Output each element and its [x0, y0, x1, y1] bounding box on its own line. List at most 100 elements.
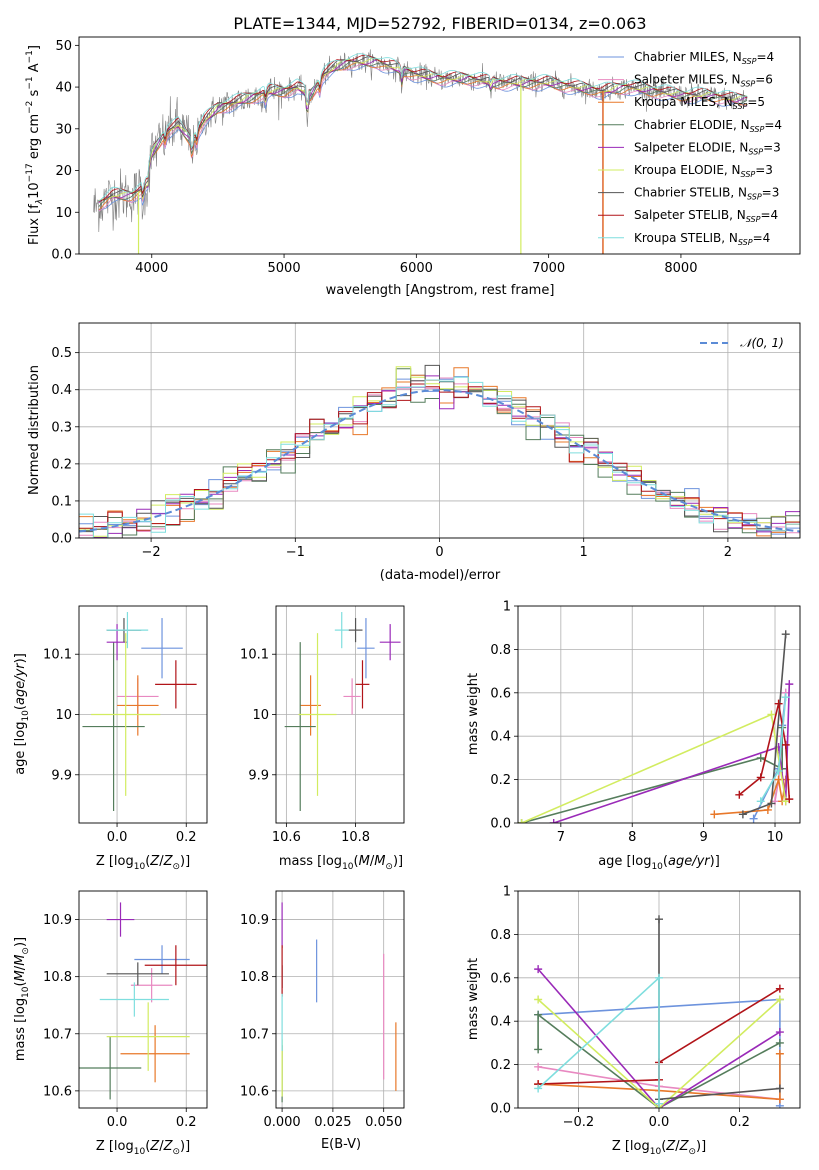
spectrum-data-line	[93, 49, 748, 233]
x-tick-label: 7000	[532, 261, 565, 276]
figure-title: PLATE=1344, MJD=52792, FIBERID=0134, z=0…	[233, 14, 646, 33]
x-tick-label: 9	[699, 830, 707, 845]
weight-point-marker	[774, 699, 783, 708]
weight-point-marker	[775, 984, 784, 993]
legend-label: Kroupa MILES, NSSP=5	[634, 95, 765, 111]
spectrum-model-line	[98, 54, 748, 202]
x-tick-label: 0.2	[176, 830, 197, 845]
x-axis-label: Z [log10(Z/Z⊙)]	[612, 1139, 706, 1157]
y-tick-label: 0.2	[490, 773, 511, 788]
weight-point-marker	[756, 773, 765, 782]
weight-point-marker	[767, 710, 776, 719]
weight-line	[537, 1013, 781, 1108]
legend-label: Salpeter STELIB, NSSP=4	[634, 208, 778, 224]
y-tick-label: 20	[55, 164, 72, 179]
y-axis-label: age [log10(age/yr)]	[13, 653, 31, 775]
x-axis-label: E(B-V)	[321, 1137, 361, 1152]
legend-label: Kroupa STELIB, NSSP=4	[634, 231, 770, 247]
weight-point-marker	[534, 1010, 543, 1019]
y-tick-label: 10	[252, 708, 269, 723]
y-tick-label: 0.8	[490, 643, 511, 658]
y-tick-label: 0.2	[51, 457, 72, 472]
axes-frame	[517, 605, 801, 824]
plot-area-weight_vs_Z	[518, 891, 800, 1108]
axes-weight_vs_Z: −0.2 0.0 0.2 0.0 0.2 0.4 0.6 0.8 1 Z [log10(Z/Z⊙)…	[466, 885, 801, 1157]
y-tick-label: 50	[55, 39, 72, 54]
y-tick-label: 10.9	[43, 913, 72, 928]
plot-area-age_vs_Z	[79, 606, 207, 823]
weight-point-marker	[735, 790, 744, 799]
spectrum-model-line	[98, 53, 748, 202]
weight-point-marker	[518, 819, 526, 823]
weight-point-marker	[774, 766, 783, 775]
y-tick-label: 10.1	[240, 648, 269, 663]
weight-point-marker	[655, 915, 663, 924]
x-tick-label: 1	[580, 545, 588, 560]
y-tick-label: 10.8	[43, 970, 72, 985]
weight-point-marker	[767, 799, 776, 808]
weight-point-marker	[763, 805, 772, 814]
y-tick-label: 0.6	[490, 971, 511, 986]
legend-label: Chabrier STELIB, NSSP=3	[634, 186, 779, 202]
legend-label-normal: 𝒩(0, 1)	[740, 336, 784, 350]
plot-area-residuals	[79, 323, 800, 538]
y-tick-label: 0.4	[51, 383, 72, 398]
x-tick-label: 0.000	[263, 1115, 300, 1130]
legend-label: Salpeter MILES, NSSP=6	[634, 73, 773, 89]
weight-point-marker	[534, 1062, 543, 1071]
weight-point-marker	[775, 1084, 784, 1093]
legend-label: Chabrier MILES, NSSP=4	[634, 50, 774, 66]
y-tick-label: 0.0	[490, 817, 511, 832]
weight-point-marker	[710, 810, 719, 819]
axes-age_vs_Z: 0.0 0.2 9.9 10 10.1 Z [log10(Z/Z⊙)] age [log10…	[13, 605, 208, 872]
y-axis-label: mass [log10(M/M⊙)]	[13, 937, 31, 1061]
x-tick-label: 0.050	[365, 1115, 402, 1130]
y-tick-label: 1	[503, 885, 511, 900]
axes-mass_vs_ebv: 0.000 0.025 0.050 10.6 10.7 10.8 10.9 E(B-V)	[240, 890, 405, 1152]
x-tick-label: 10.6	[272, 830, 301, 845]
weight-point-marker	[655, 1099, 663, 1108]
x-axis-label: mass [log10(M/M⊙)]	[279, 854, 403, 872]
weight-point-marker	[534, 1045, 543, 1054]
y-tick-label: 10.6	[43, 1084, 72, 1099]
plot-area-spectrum	[93, 49, 748, 254]
weight-point-marker	[756, 797, 765, 806]
x-tick-label: 0.025	[314, 1115, 351, 1130]
normal-reference-curve	[79, 389, 800, 533]
y-tick-label: 10	[55, 206, 72, 221]
y-tick-label: 1	[503, 600, 511, 615]
x-tick-label: 0.2	[729, 1115, 750, 1130]
spectrum-model-line	[98, 65, 748, 211]
y-tick-label: 9.9	[51, 768, 72, 783]
weight-point-marker	[749, 814, 758, 823]
axes-spectrum: 4000 5000 6000 7000 8000 0.0 10 20 30 40 50 wavelen…	[25, 36, 801, 298]
y-tick-label: 9.9	[248, 768, 269, 783]
y-tick-label: 30	[55, 122, 72, 137]
x-tick-label: 0.0	[107, 830, 128, 845]
weight-point-marker	[534, 965, 543, 974]
plot-area-age_vs_mass	[276, 606, 404, 823]
x-tick-label: 6000	[400, 261, 433, 276]
spectrum-model-line	[98, 56, 748, 202]
weight-point-marker	[549, 819, 558, 823]
x-tick-label: 0	[435, 545, 443, 560]
y-tick-label: 0.5	[51, 346, 72, 361]
axes-weight_vs_age: 7 8 9 10 0.0 0.2 0.4 0.6 0.8 1 age [log10(age/yr)]…	[466, 600, 801, 872]
weight-point-marker	[534, 995, 543, 1004]
weight-point-marker	[775, 995, 784, 1004]
x-tick-label: 0.2	[176, 1115, 197, 1130]
spectrum-model-line	[98, 57, 748, 201]
x-axis-label: Z [log10(Z/Z⊙)]	[96, 854, 190, 872]
axes-mass_vs_Z: 0.0 0.2 10.6 10.7 10.8 10.9 Z [log10(Z/Z⊙)] mas…	[13, 890, 208, 1157]
y-axis-label: Flux [fλ10−17 erg cm−2 s−1 A−1]	[25, 45, 45, 245]
y-axis-label: Normed distribution	[27, 365, 42, 495]
y-tick-label: 0.1	[51, 494, 72, 509]
y-tick-label: 0.8	[490, 928, 511, 943]
y-axis-label: mass weight	[466, 958, 481, 1040]
x-tick-label: 4000	[135, 261, 168, 276]
axes-frame	[78, 36, 801, 255]
weight-line	[537, 968, 781, 1108]
y-tick-label: 0.2	[490, 1058, 511, 1073]
legend-label: Chabrier ELODIE, NSSP=4	[634, 118, 782, 134]
y-tick-label: 10.7	[240, 1027, 269, 1042]
